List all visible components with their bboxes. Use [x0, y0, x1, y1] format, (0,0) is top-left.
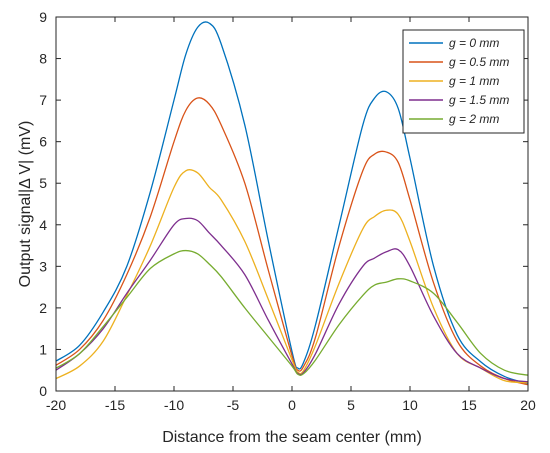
y-tick-label: 7 — [39, 92, 47, 108]
x-tick-label: -20 — [46, 397, 66, 413]
series-line-3 — [55, 168, 529, 384]
x-tick-label: 5 — [347, 397, 355, 413]
y-tick-label: 5 — [39, 175, 47, 191]
x-tick-label: -5 — [227, 397, 240, 413]
y-tick-label: 3 — [39, 258, 47, 274]
series-line-1 — [55, 21, 529, 385]
x-tick-label: -10 — [164, 397, 184, 413]
y-axis-title: Output signal|Δ V| (mV) — [17, 121, 34, 288]
y-tick-label: 4 — [39, 217, 47, 233]
legend-label: g = 0 mm — [449, 36, 499, 50]
series-line-4 — [55, 217, 529, 383]
legend: g = 0 mm g = 0.5 mm g = 1 mm g = 1.5 mm g = … — [402, 29, 525, 134]
legend-label: g = 0.5 mm — [449, 55, 509, 69]
x-axis-title: Distance from the seam center (mm) — [162, 429, 422, 446]
series-line-5 — [55, 249, 529, 376]
x-tick-label: 0 — [288, 397, 296, 413]
y-tick-label: 0 — [39, 383, 47, 399]
y-tick-label: 1 — [39, 341, 47, 357]
axis-ticks: -20 -15 -10 -5 0 5 10 15 20 0 1 2 3 4 5 6 7 8 9 — [39, 9, 536, 413]
x-tick-label: 20 — [520, 397, 536, 413]
y-tick-label: 9 — [39, 9, 47, 25]
x-tick-label: -15 — [105, 397, 125, 413]
legend-label: g = 1.5 mm — [449, 93, 509, 107]
legend-label: g = 1 mm — [449, 74, 499, 88]
x-tick-label: 10 — [402, 397, 418, 413]
x-tick-label: 15 — [461, 397, 477, 413]
series-line-2 — [55, 97, 529, 386]
y-tick-label: 8 — [39, 51, 47, 67]
legend-label: g = 2 mm — [449, 112, 499, 126]
y-tick-label: 6 — [39, 134, 47, 150]
series-lines — [55, 21, 529, 386]
y-tick-label: 2 — [39, 300, 47, 316]
